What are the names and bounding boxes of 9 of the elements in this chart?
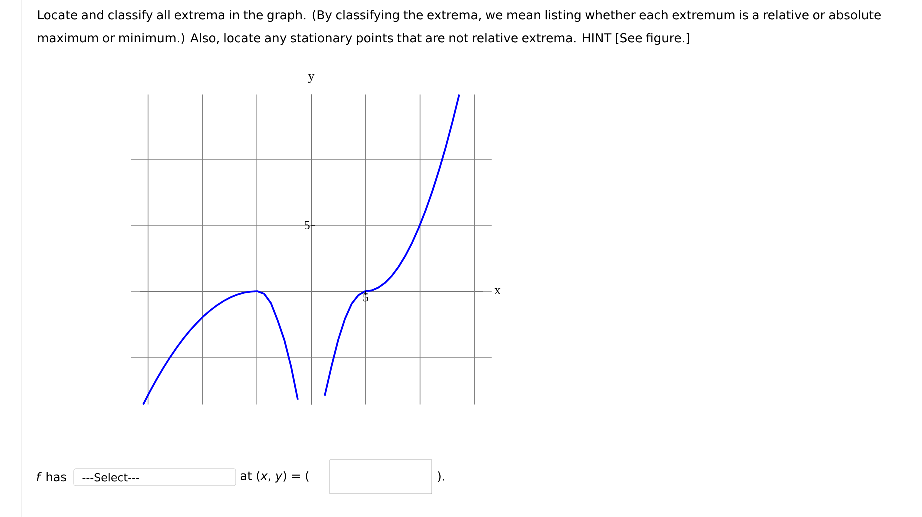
text: ). bbox=[438, 472, 444, 482]
annotation: 5 bbox=[304, 222, 310, 230]
annotation: 5 bbox=[364, 294, 368, 302]
text: at (x, y) = ( bbox=[240, 471, 309, 483]
text: ---Select--- bbox=[82, 473, 140, 482]
text: f has bbox=[37, 472, 66, 482]
y-axis-title: y bbox=[308, 74, 315, 84]
x-axis-title: x bbox=[494, 288, 501, 294]
chart-title: Locate and classify all extrema in the graph. (By classifying the extrema, we mean listing whether each extremum is a relative or absolute maximum or minimum.) Also, locate any stationary points that are not relative extrema. HINT [See figure.] bbox=[38, 10, 881, 46]
